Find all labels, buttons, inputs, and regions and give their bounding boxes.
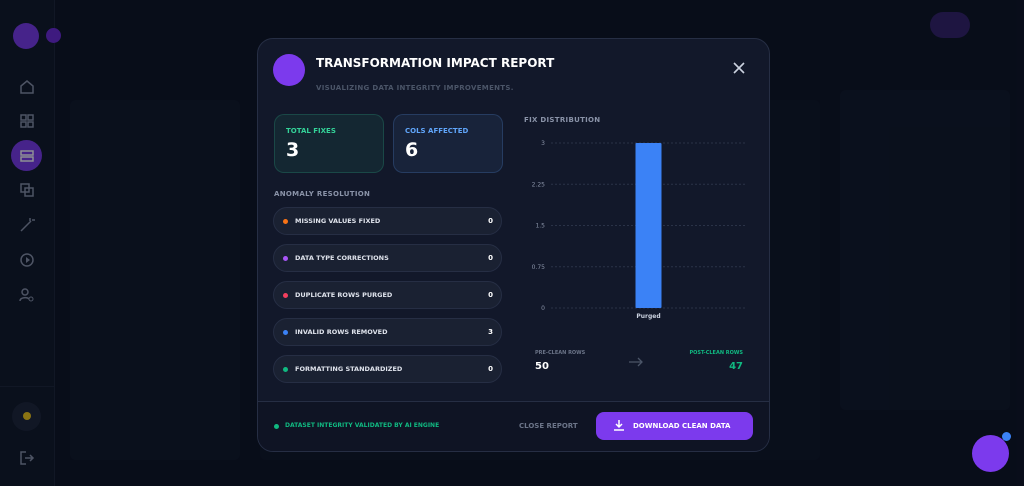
anomaly-value: 3	[488, 328, 493, 336]
pre-value: 50	[535, 361, 549, 372]
play-icon[interactable]	[17, 250, 37, 270]
status-dot	[274, 424, 279, 429]
anomaly-dot	[283, 256, 288, 261]
section-title: ANOMALY RESOLUTION	[274, 190, 371, 198]
anomaly-label: INVALID ROWS REMOVED	[295, 328, 388, 336]
anomaly-label: MISSING VALUES FIXED	[295, 217, 381, 225]
download-button[interactable]: DOWNLOAD CLEAN DATA	[596, 412, 753, 440]
post-label: POST-CLEAN ROWS	[689, 350, 743, 356]
subtitle-text: VISUALIZING DATA INTEGRITY IMPROVEMENTS.	[316, 84, 514, 92]
anomaly-row: INVALID ROWS REMOVED 3	[273, 318, 502, 346]
anomaly-dot	[283, 219, 288, 224]
y-tick-label: 0.75	[532, 264, 546, 271]
help-badge	[1002, 432, 1011, 441]
y-tick-label: 1.5	[535, 223, 545, 230]
stat-label: COLS AFFECTED	[405, 127, 469, 135]
bar	[635, 143, 662, 308]
pre-label: PRE-CLEAN ROWS	[535, 350, 586, 356]
anomaly-value: 0	[488, 254, 493, 262]
help-button[interactable]	[972, 435, 1009, 472]
anomaly-value: 0	[488, 217, 493, 225]
wand-icon[interactable]	[17, 215, 37, 235]
stat-card: TOTAL FIXES 3	[274, 114, 384, 173]
modal-subtitle: VISUALIZING DATA INTEGRITY IMPROVEMENTS.	[316, 75, 514, 94]
stat-value: 3	[286, 139, 300, 161]
anomaly-dot	[283, 293, 288, 298]
stat-card: COLS AFFECTED 6	[393, 114, 503, 173]
download-label: DOWNLOAD CLEAN DATA	[633, 422, 731, 430]
user-settings-icon[interactable]	[17, 285, 37, 305]
close-icon[interactable]	[732, 61, 746, 75]
anomaly-row: DUPLICATE ROWS PURGED 0	[273, 281, 502, 309]
anomaly-value: 0	[488, 365, 493, 373]
y-tick-label: 0	[541, 305, 545, 312]
sun-icon	[23, 412, 31, 420]
home-icon[interactable]	[17, 77, 37, 97]
anomaly-label: DUPLICATE ROWS PURGED	[295, 291, 393, 299]
y-tick-label: 3	[541, 140, 545, 147]
expand-button[interactable]	[46, 28, 61, 43]
logout-icon[interactable]	[17, 448, 37, 468]
anomaly-label: DATA TYPE CORRECTIONS	[295, 254, 389, 262]
anomaly-dot	[283, 330, 288, 335]
close-button[interactable]: CLOSE REPORT	[519, 422, 578, 430]
footer-note: DATASET INTEGRITY VALIDATED BY AI ENGINE	[285, 422, 440, 429]
download-icon	[614, 420, 624, 431]
stat-value: 6	[405, 139, 419, 161]
arrow-icon	[629, 357, 643, 367]
anomaly-label: FORMATTING STANDARDIZED	[295, 365, 403, 373]
chart-title: FIX DISTRIBUTION	[524, 116, 601, 124]
x-tick-label: Purged	[636, 313, 660, 320]
anomaly-row: DATA TYPE CORRECTIONS 0	[273, 244, 502, 272]
anomaly-row: MISSING VALUES FIXED 0	[273, 207, 502, 235]
chart: 0 0.75 1.5 2.25 3 Purged	[532, 140, 746, 320]
anomaly-value: 0	[488, 291, 493, 299]
post-value: 47	[729, 361, 743, 372]
anomaly-dot	[283, 367, 288, 372]
report-modal: TRANSFORMATION IMPACT REPORT VISUALIZING…	[257, 38, 770, 452]
stat-label: TOTAL FIXES	[286, 127, 336, 135]
logo[interactable]	[13, 23, 39, 49]
modal-title: TRANSFORMATION IMPACT REPORT	[316, 56, 555, 70]
copy-icon[interactable]	[17, 180, 37, 200]
anomaly-row: FORMATTING STANDARDIZED 0	[273, 355, 502, 383]
sidebar	[0, 0, 61, 486]
data-icon[interactable]	[17, 146, 37, 166]
y-tick-label: 2.25	[532, 181, 546, 188]
header-icon	[273, 54, 305, 86]
grid-icon[interactable]	[17, 111, 37, 131]
